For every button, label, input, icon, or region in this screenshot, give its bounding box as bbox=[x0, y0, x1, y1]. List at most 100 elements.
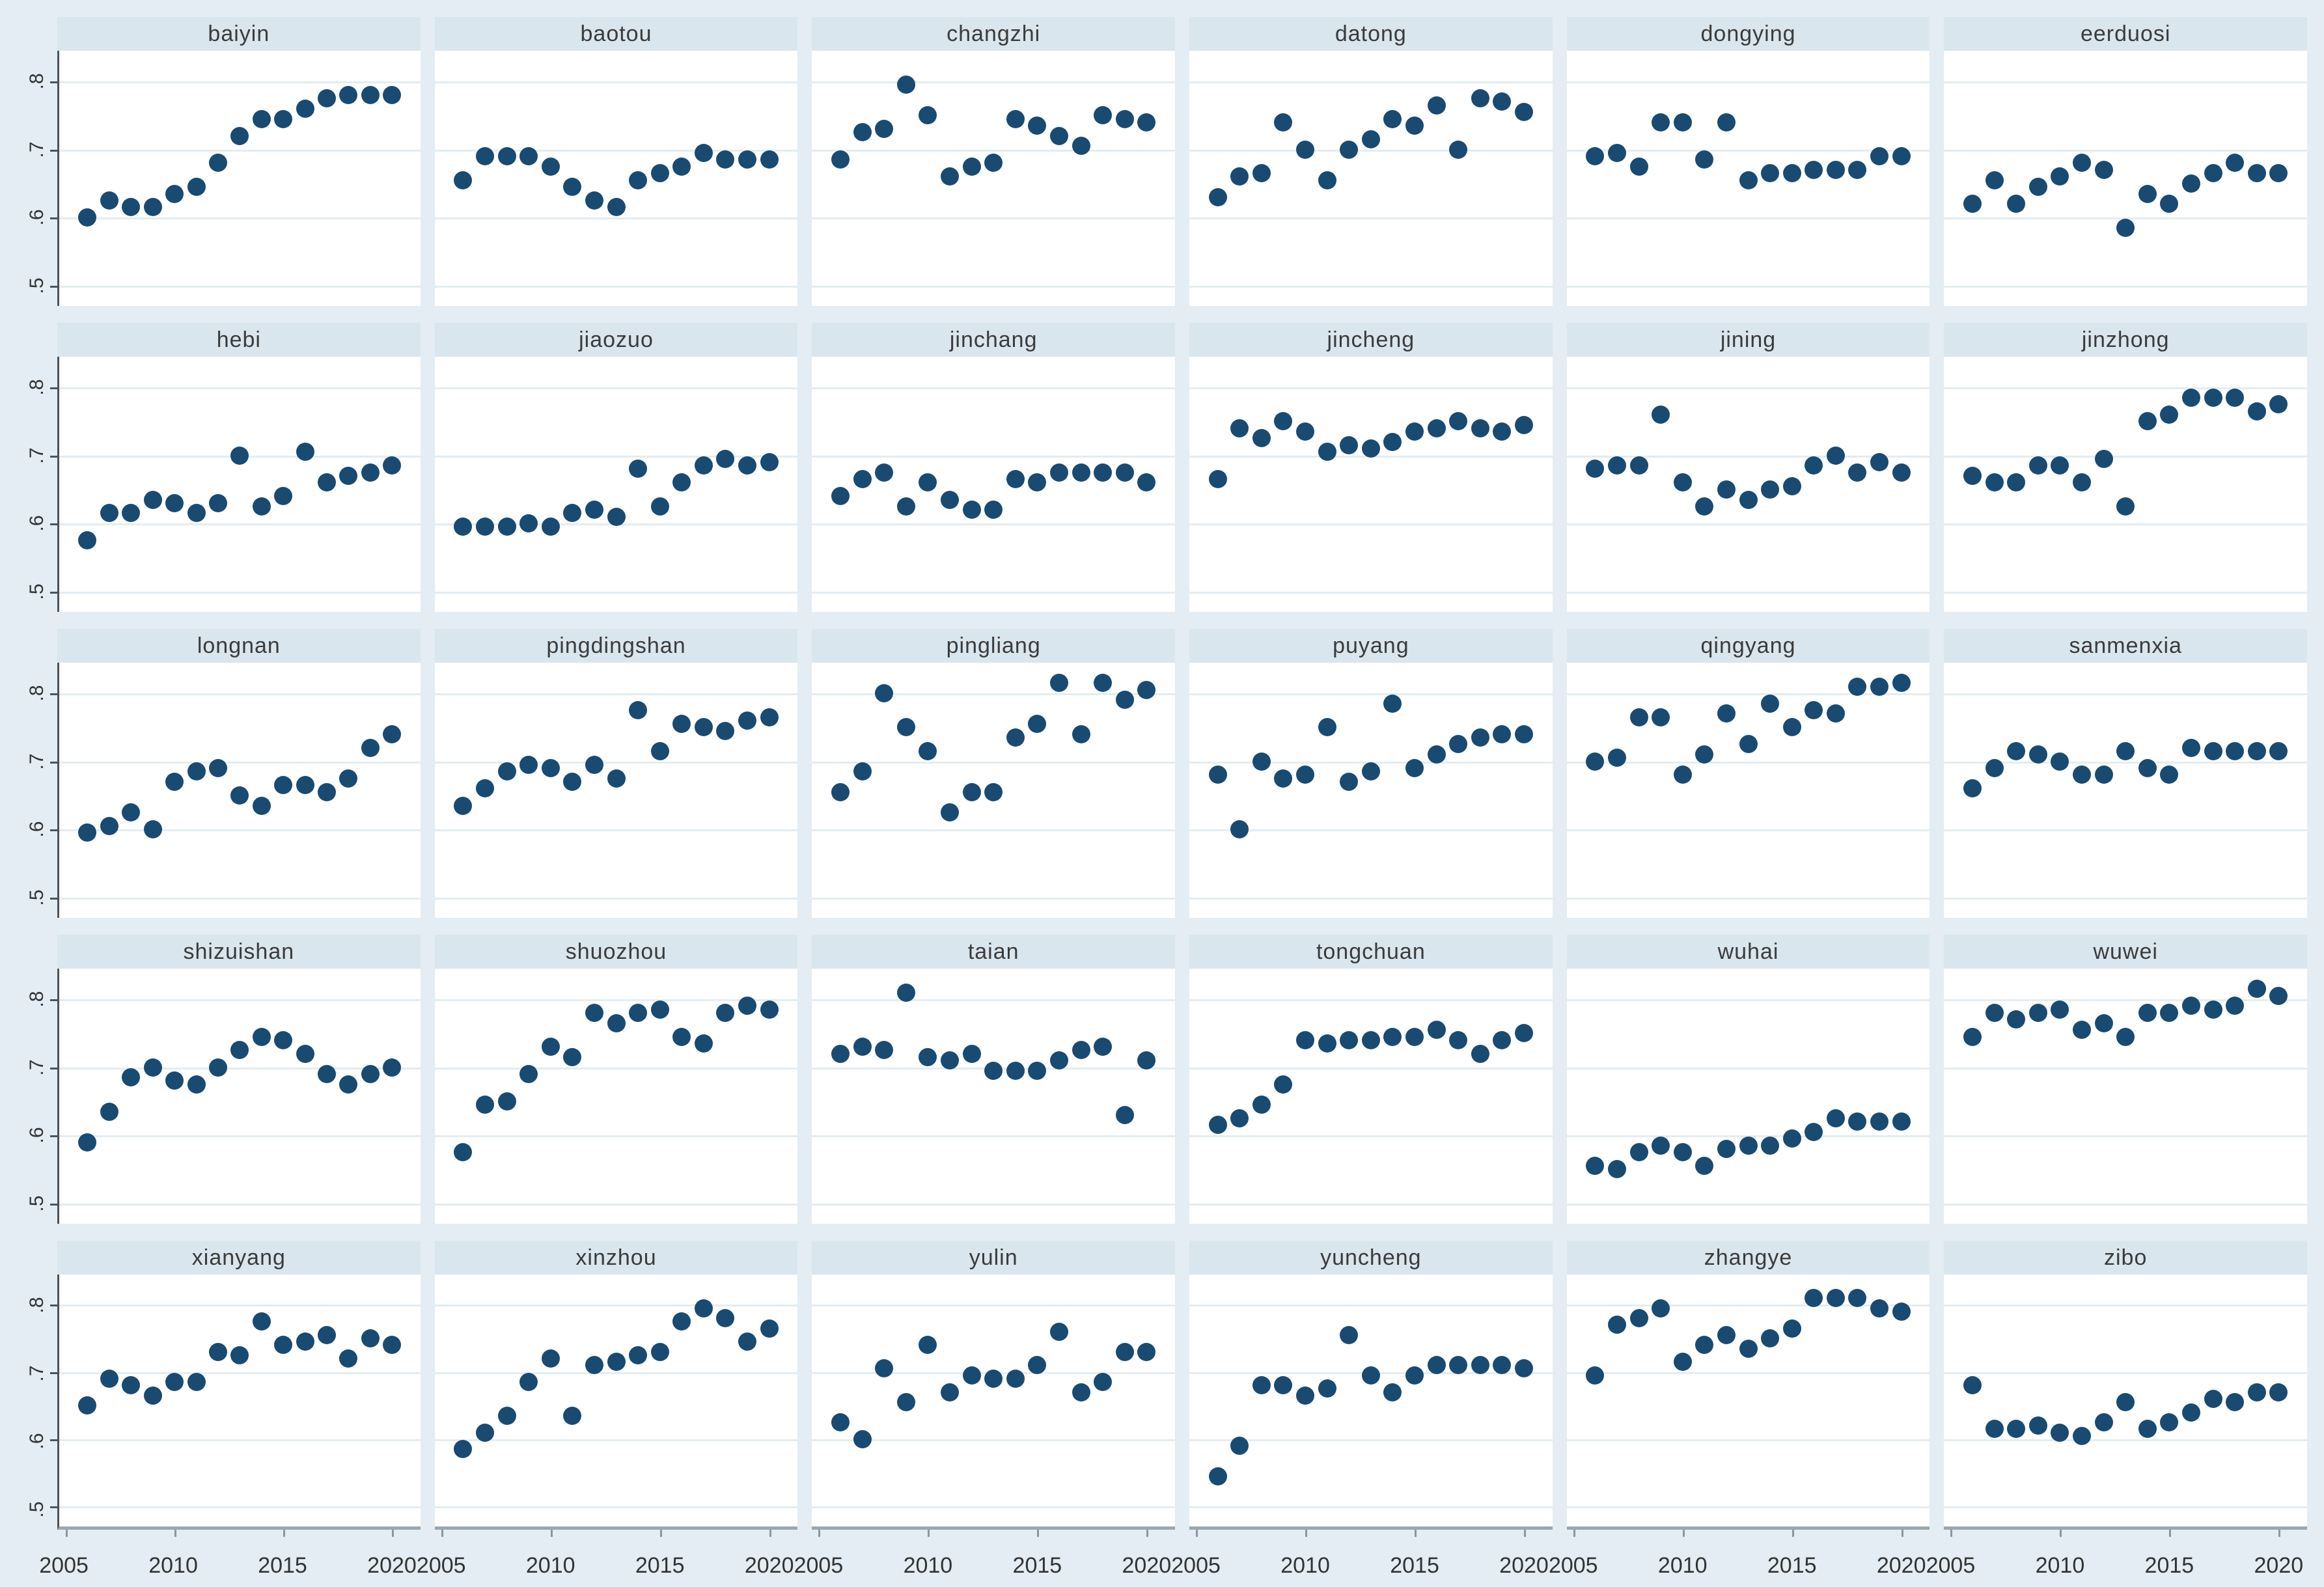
y-axis-tick bbox=[50, 761, 57, 764]
plot-area bbox=[50, 663, 421, 918]
plot-area bbox=[1189, 1275, 1553, 1537]
x-axis-tick bbox=[550, 1530, 553, 1537]
gridline bbox=[812, 1203, 1176, 1206]
data-point bbox=[2073, 154, 2091, 172]
data-point bbox=[2051, 1000, 2069, 1019]
data-point bbox=[454, 1143, 473, 1162]
data-point bbox=[208, 1342, 227, 1361]
x-tick-label: 2005 bbox=[1548, 1553, 1598, 1578]
panel-taian: taian bbox=[812, 935, 1176, 1224]
x-axis-tick bbox=[441, 1530, 443, 1537]
data-point bbox=[1870, 677, 1889, 696]
gridline bbox=[1944, 1506, 2308, 1509]
plot-area bbox=[812, 51, 1176, 306]
data-point bbox=[252, 796, 271, 815]
data-point bbox=[1739, 1339, 1758, 1358]
data-point bbox=[1449, 1030, 1468, 1049]
data-point bbox=[853, 470, 872, 489]
gridline bbox=[1189, 285, 1553, 288]
y-tick-label: .7 bbox=[26, 141, 48, 158]
x-axis-label-cell: 2005 2010 2015 2020 bbox=[1926, 1547, 2307, 1587]
data-point bbox=[1607, 456, 1626, 475]
x-axis-tick bbox=[928, 1530, 930, 1537]
data-point bbox=[1782, 1319, 1801, 1338]
data-point bbox=[1826, 160, 1845, 179]
data-point bbox=[1782, 476, 1801, 495]
x-tick-label: 2015 bbox=[2144, 1553, 2194, 1578]
data-point bbox=[143, 198, 162, 217]
plot-area bbox=[50, 51, 421, 306]
data-point bbox=[760, 150, 779, 169]
data-point bbox=[230, 1346, 249, 1364]
data-point bbox=[694, 718, 713, 737]
data-point bbox=[2269, 741, 2288, 760]
data-point bbox=[2007, 195, 2026, 214]
panel-header: qingyang bbox=[1566, 629, 1930, 663]
data-point bbox=[1629, 157, 1648, 176]
gridline bbox=[434, 387, 798, 390]
data-point bbox=[1383, 1027, 1402, 1046]
panel-header: jiaozuo bbox=[434, 323, 798, 357]
gridline bbox=[59, 149, 421, 152]
gridline bbox=[434, 761, 798, 764]
data-point bbox=[1586, 752, 1605, 771]
panel-title: sanmenxia bbox=[2069, 633, 2182, 658]
data-point bbox=[1607, 1316, 1626, 1334]
x-tick-label: 2010 bbox=[525, 1553, 575, 1578]
data-point bbox=[296, 99, 314, 118]
data-point bbox=[1318, 443, 1336, 462]
data-point bbox=[738, 456, 757, 475]
x-tick-label: 2005 bbox=[1926, 1553, 1976, 1578]
y-axis-tick bbox=[50, 1372, 57, 1374]
data-point bbox=[1296, 766, 1315, 784]
gridline bbox=[1566, 81, 1930, 84]
data-point bbox=[650, 164, 669, 183]
data-point bbox=[1985, 473, 2004, 492]
plot-area bbox=[1566, 663, 1930, 918]
data-point bbox=[2181, 388, 2200, 407]
panel-xinzhou: xinzhou bbox=[434, 1241, 798, 1537]
data-point bbox=[563, 1406, 582, 1425]
data-point bbox=[475, 147, 494, 166]
data-point bbox=[1449, 412, 1468, 431]
y-tick-label: .8 bbox=[26, 685, 48, 702]
data-point bbox=[1115, 691, 1134, 710]
data-point bbox=[1274, 769, 1293, 788]
data-point bbox=[2073, 1426, 2091, 1445]
gridline bbox=[1944, 285, 2308, 288]
y-tick-label: .7 bbox=[26, 1365, 48, 1382]
data-point bbox=[2226, 997, 2245, 1015]
x-tick-label: 2020 bbox=[1122, 1553, 1172, 1578]
data-point bbox=[919, 1336, 937, 1355]
gridline bbox=[812, 523, 1176, 526]
data-point bbox=[1208, 187, 1227, 206]
panel-puyang: puyang bbox=[1189, 629, 1553, 918]
data-point bbox=[962, 1044, 981, 1063]
panel-title: hebi bbox=[216, 327, 261, 352]
data-point bbox=[1296, 422, 1315, 441]
panel-title: shuozhou bbox=[565, 939, 667, 964]
data-point bbox=[1274, 1075, 1293, 1094]
data-point bbox=[1274, 113, 1293, 131]
panel-row: .8 .7 .6 .5 shizuishan shuozhou taian tongchuan… bbox=[17, 935, 2308, 1224]
panel-title: qingyang bbox=[1700, 633, 1796, 658]
data-point bbox=[1515, 103, 1533, 122]
panel-jinzhong: jinzhong bbox=[1944, 323, 2308, 612]
data-point bbox=[1782, 1129, 1801, 1148]
data-point bbox=[1848, 160, 1867, 179]
x-tick-label: 2005 bbox=[39, 1553, 89, 1578]
y-axis-tick bbox=[50, 1067, 57, 1070]
x-tick-label: 2020 bbox=[2254, 1553, 2304, 1578]
x-axis-tick bbox=[2278, 1530, 2281, 1537]
y-axis-tick bbox=[50, 81, 57, 84]
gridline bbox=[434, 693, 798, 696]
x-tick-label: 2015 bbox=[1390, 1553, 1439, 1578]
data-point bbox=[187, 1373, 206, 1392]
plot-area bbox=[50, 969, 421, 1224]
panel-header: taian bbox=[812, 935, 1176, 969]
panel-qingyang: qingyang bbox=[1566, 629, 1930, 918]
x-axis-tick bbox=[1791, 1530, 1794, 1537]
panel-header: pingliang bbox=[812, 629, 1176, 663]
data-point bbox=[1230, 419, 1249, 437]
data-point bbox=[1072, 1041, 1090, 1060]
